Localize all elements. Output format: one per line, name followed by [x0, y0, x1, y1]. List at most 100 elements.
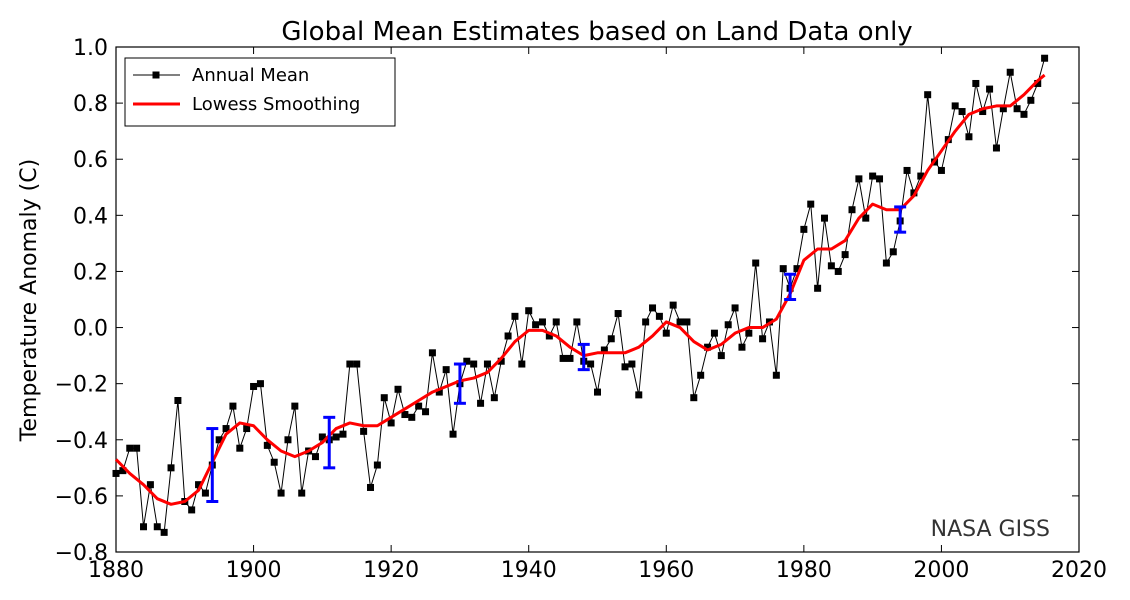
- x-tick-label: 1980: [776, 558, 832, 583]
- legend: Annual Mean Lowess Smoothing: [124, 57, 396, 127]
- x-tick-label: 1920: [363, 558, 419, 583]
- annual-mean-point: [814, 284, 822, 292]
- error-bar: [453, 362, 466, 405]
- annual-mean-point: [353, 360, 361, 368]
- annual-mean-point: [229, 402, 237, 410]
- annual-mean-point: [779, 265, 787, 273]
- annual-mean-point: [167, 464, 175, 472]
- plot-frame: [115, 46, 1080, 553]
- legend-label-lowess: Lowess Smoothing: [192, 94, 360, 115]
- annual-mean-point: [339, 430, 347, 438]
- annual-mean-point: [1013, 105, 1021, 113]
- annual-mean-point: [243, 425, 251, 433]
- annual-mean-point: [676, 318, 684, 326]
- legend-item-annual-mean: Annual Mean: [133, 65, 309, 86]
- annual-mean-point: [717, 352, 725, 360]
- annual-mean-point: [882, 259, 890, 267]
- axis-ticks: 1880 1900 1920 1940 1960 1980 2000 2020 −0.8 −0.6…: [55, 36, 1107, 583]
- annual-mean-point: [1006, 68, 1014, 76]
- annual-mean-point: [655, 312, 663, 320]
- annual-mean-point: [697, 371, 705, 379]
- annual-mean-point: [470, 360, 478, 368]
- annual-mean-point: [876, 175, 884, 183]
- annual-mean-point: [559, 354, 567, 362]
- annual-mean-point: [793, 265, 801, 273]
- annual-mean-point: [442, 366, 450, 374]
- x-tick-label: 2000: [913, 558, 969, 583]
- annual-mean-point: [380, 394, 388, 402]
- y-tick-label: −0.2: [55, 373, 108, 398]
- annual-mean-point: [477, 399, 485, 407]
- annual-mean-point: [263, 441, 271, 449]
- annual-mean-point: [511, 312, 519, 320]
- annual-mean-point: [986, 85, 994, 93]
- annual-mean-point: [600, 346, 608, 354]
- x-tick-label: 1960: [638, 558, 694, 583]
- annual-mean-point: [862, 214, 870, 222]
- annual-mean-point: [834, 267, 842, 275]
- annual-mean-point: [738, 343, 746, 351]
- y-tick-label: −0.6: [55, 485, 108, 510]
- annual-mean-point: [195, 481, 203, 489]
- annual-mean-point: [311, 453, 319, 461]
- x-tick-label: 1900: [226, 558, 282, 583]
- annual-mean-point: [373, 461, 381, 469]
- annual-mean-point: [201, 489, 209, 497]
- annual-mean-point: [965, 133, 973, 141]
- annual-mean-point: [415, 402, 423, 410]
- annual-mean-point: [841, 251, 849, 259]
- plot-area: 1880 1900 1920 1940 1960 1980 2000 2020 −0.8 −0.6…: [55, 36, 1107, 583]
- y-tick-label: 1.0: [73, 36, 108, 61]
- annual-mean-point: [483, 360, 491, 368]
- y-tick-label: 0.6: [73, 148, 108, 173]
- annual-mean-point: [628, 360, 636, 368]
- annual-mean-point: [917, 172, 925, 180]
- annual-mean-point: [490, 394, 498, 402]
- annual-mean-point: [360, 427, 368, 435]
- x-tick-label: 1940: [501, 558, 557, 583]
- annual-mean-point: [463, 357, 471, 365]
- annual-mean-point: [690, 394, 698, 402]
- annual-mean-point: [277, 489, 285, 497]
- y-tick-label: 0.8: [73, 92, 108, 117]
- annual-mean-point: [215, 436, 223, 444]
- annual-mean-point: [669, 301, 677, 309]
- annual-mean-point: [504, 332, 512, 340]
- annual-mean-point: [140, 523, 148, 531]
- y-tick-label: −0.4: [55, 429, 108, 454]
- error-bar: [323, 415, 336, 470]
- annual-mean-point: [649, 304, 657, 312]
- annual-mean-point: [367, 483, 375, 491]
- annual-mean-point: [435, 388, 443, 396]
- lowess-smoothing-line: [114, 73, 1046, 506]
- annual-mean-point: [848, 206, 856, 214]
- annual-mean-point: [614, 310, 622, 318]
- annual-mean-point: [525, 307, 533, 315]
- annual-mean-point: [724, 321, 732, 329]
- annual-mean-point: [1020, 110, 1028, 118]
- annual-mean-point: [992, 144, 1000, 152]
- annual-mean-point: [710, 329, 718, 337]
- annual-mean-point: [318, 433, 326, 441]
- annual-mean-point: [250, 382, 258, 390]
- annual-mean-point: [662, 329, 670, 337]
- annual-mean-point: [855, 175, 863, 183]
- x-tick-label: 1880: [88, 558, 144, 583]
- annual-mean-point: [160, 528, 168, 536]
- annual-mean-point: [772, 371, 780, 379]
- annual-mean-point: [903, 166, 911, 174]
- annual-mean-point: [394, 385, 402, 393]
- annual-mean-point: [683, 318, 691, 326]
- annual-mean-point: [972, 79, 980, 87]
- annual-mean-point: [422, 408, 430, 416]
- annual-mean-point: [820, 214, 828, 222]
- y-tick-label: 0.2: [73, 260, 108, 285]
- x-tick-label: 2020: [1051, 558, 1107, 583]
- error-bar: [894, 205, 907, 234]
- annual-mean-point: [745, 329, 753, 337]
- legend-annual-marker: [152, 71, 160, 79]
- annual-mean-point: [153, 523, 161, 531]
- annual-mean-point: [401, 411, 409, 419]
- y-tick-label: −0.8: [55, 541, 108, 566]
